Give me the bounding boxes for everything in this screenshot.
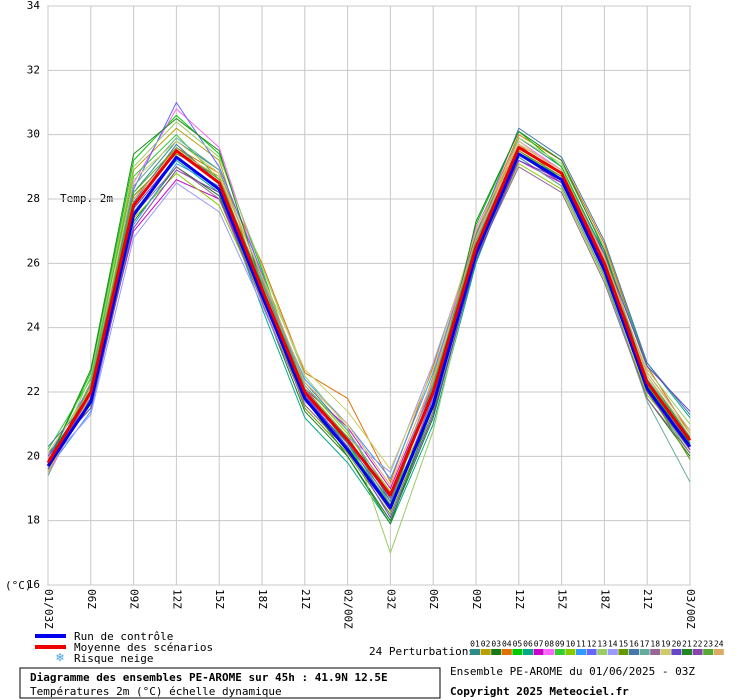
y-tick-label: 28 — [27, 192, 40, 205]
legend-label: 14 — [608, 640, 618, 649]
run-info: Ensemble PE-AROME du 01/06/2025 - 03Z — [450, 665, 695, 678]
x-tick-label: 06Z — [427, 589, 440, 609]
legend-swatch — [597, 649, 608, 655]
x-tick-label: 02/00Z — [342, 589, 355, 629]
x-tick-label: 21Z — [641, 589, 654, 609]
snow-icon: ❄ — [55, 651, 64, 666]
y-tick-label: 24 — [27, 321, 41, 334]
legend-swatch — [533, 649, 544, 655]
legend-swatch — [671, 649, 682, 655]
legend-label: 08 — [544, 640, 554, 649]
x-tick-label: 15Z — [213, 589, 226, 609]
legend-swatch — [512, 649, 523, 655]
legend-label: 07 — [534, 640, 544, 649]
x-tick-label: 01/03Z — [42, 589, 55, 629]
legend-swatch — [650, 649, 661, 655]
x-tick-label: 12Z — [513, 589, 526, 609]
x-tick-label: 15Z — [556, 589, 569, 609]
snow-label: Risque neige — [74, 652, 153, 665]
legend-swatch — [576, 649, 586, 655]
legend-label: 01 — [470, 640, 480, 649]
legend-label: 18 — [650, 640, 660, 649]
legend-swatch — [480, 649, 491, 655]
y-tick-label: 32 — [27, 63, 40, 76]
legend-swatch — [607, 649, 618, 655]
legend-label: 21 — [682, 640, 692, 649]
legend-swatch — [586, 649, 597, 655]
series-line — [47, 127, 691, 502]
legend-label: 24 — [714, 640, 724, 649]
y-tick-label: 30 — [27, 128, 40, 141]
x-tick-label: 06Z — [85, 589, 98, 609]
legend-swatch — [703, 649, 714, 655]
legend-title: 24 Perturbations — [369, 645, 475, 658]
x-tick-label: 18Z — [256, 589, 269, 609]
legend-swatch — [544, 649, 555, 655]
legend-swatch — [713, 649, 724, 655]
chart-subtitle: Températures 2m (°C) échelle dynamique — [30, 685, 282, 698]
y-tick-label: 22 — [27, 385, 40, 398]
legend-swatch — [618, 649, 629, 655]
legend-label: 13 — [597, 640, 607, 649]
y-tick-label: 18 — [27, 514, 40, 527]
series-line — [46, 152, 692, 510]
plot-area — [47, 5, 691, 586]
legend-label: Run de contrôle — [74, 630, 173, 643]
x-tick-label: 18Z — [598, 589, 611, 609]
legend-label: 09 — [555, 640, 565, 649]
x-tick-label: 21Z — [299, 589, 312, 609]
y-tick-label: 16 — [27, 578, 40, 591]
series-line — [46, 146, 692, 497]
legend-swatch — [470, 649, 480, 655]
y-tick-label: 26 — [27, 256, 40, 269]
legend-swatch — [660, 649, 671, 655]
legend-label: 23 — [703, 640, 713, 649]
legend-label: 12 — [587, 640, 597, 649]
legend-label: 22 — [693, 640, 703, 649]
legend-label: 05 — [513, 640, 523, 649]
legend-swatch — [629, 649, 639, 655]
legend-label: 03 — [491, 640, 501, 649]
legend-swatch — [682, 649, 692, 655]
legend-swatch — [692, 649, 703, 655]
y-axis-label: (°C) — [5, 579, 32, 592]
copyright: Copyright 2025 Meteociel.fr — [450, 685, 629, 698]
legend-swatch — [554, 649, 565, 655]
legend-label: 02 — [481, 640, 491, 649]
legend-swatch — [639, 649, 650, 655]
series-line — [47, 143, 691, 486]
legend-label: 16 — [629, 640, 639, 649]
legend-label: Moyenne des scénarios — [74, 641, 213, 654]
legend-swatch — [565, 649, 576, 655]
legend-swatch — [491, 649, 502, 655]
legend-label: 15 — [619, 640, 629, 649]
y-tick-label: 34 — [27, 0, 41, 12]
x-tick-label: 12Z — [170, 589, 183, 609]
legend-label: 11 — [576, 640, 586, 649]
x-tick-label: 09Z — [128, 589, 141, 609]
legend-label: 20 — [672, 640, 682, 649]
legend-label: 17 — [640, 640, 650, 649]
legend-label: 04 — [502, 640, 512, 649]
x-tick-label: 09Z — [470, 589, 483, 609]
legend-label: 10 — [566, 640, 576, 649]
x-tick-label: 03Z — [384, 589, 397, 609]
legend-label: 19 — [661, 640, 671, 649]
legend-label: 06 — [523, 640, 533, 649]
series-line — [47, 118, 691, 525]
chart-title: Diagramme des ensembles PE-AROME sur 45h… — [30, 671, 388, 684]
legend-swatch — [501, 649, 512, 655]
series-line — [47, 137, 691, 496]
legend-swatch — [523, 649, 533, 655]
title-box — [19, 667, 441, 699]
x-tick-label: 03/00Z — [684, 589, 697, 629]
y-tick-label: 20 — [27, 449, 40, 462]
